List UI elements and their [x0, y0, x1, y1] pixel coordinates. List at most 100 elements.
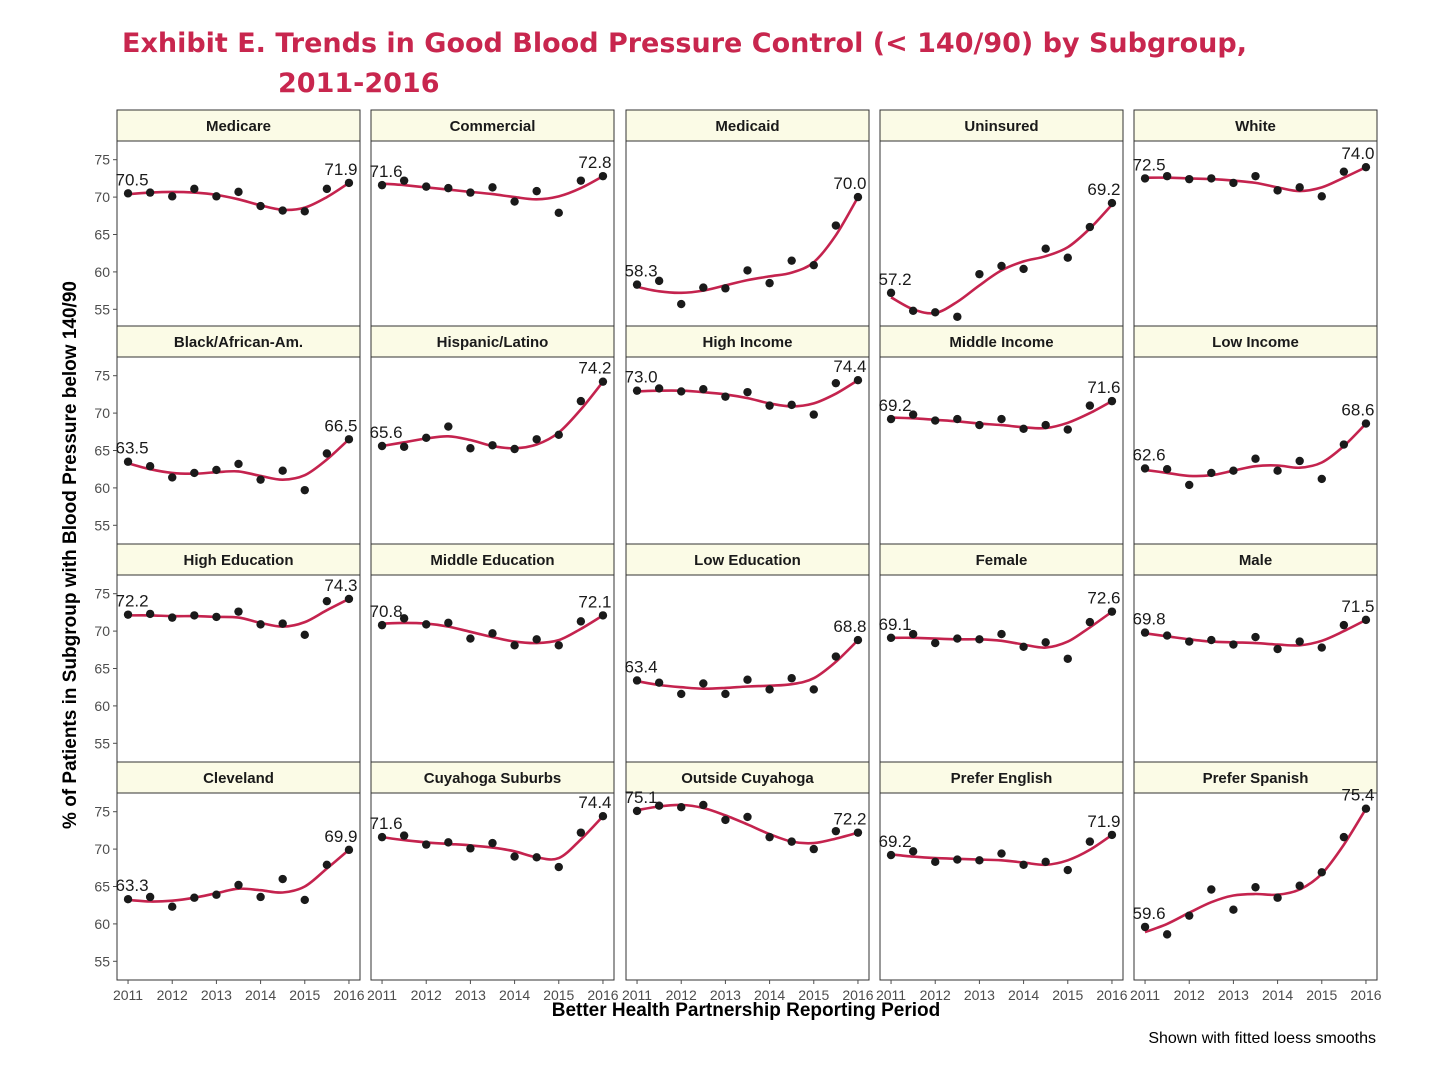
last-value-label: 72.1: [578, 592, 611, 611]
data-point: [831, 826, 841, 836]
data-point: [444, 422, 453, 431]
data-point: [1229, 178, 1238, 188]
first-value-label: 70.8: [369, 602, 402, 621]
data-point: [554, 430, 563, 439]
last-value-label: 71.9: [324, 160, 357, 179]
facet-strip: [116, 325, 361, 358]
x-tick-label: 2014: [1008, 987, 1039, 1003]
data-point: [444, 183, 453, 193]
facet-strip-label: Middle Income: [949, 334, 1053, 351]
data-point: [699, 283, 708, 292]
data-point: [278, 874, 287, 884]
chart-title: Exhibit E. Trends in Good Blood Pressure…: [122, 24, 1247, 104]
first-value-label: 62.6: [1132, 445, 1165, 464]
data-point: [853, 192, 863, 202]
data-point: [212, 890, 221, 899]
data-point: [632, 280, 642, 289]
facet-strip-label: Prefer Spanish: [1203, 770, 1309, 787]
chart-title-line1: Exhibit E. Trends in Good Blood Pressure…: [122, 28, 1247, 59]
data-point: [322, 596, 332, 606]
data-point: [256, 620, 265, 629]
facet-strip: [625, 543, 870, 576]
facet-strip: [1133, 543, 1378, 576]
data-point: [1339, 832, 1349, 842]
facet-strip-label: Middle Education: [430, 552, 554, 569]
first-value-label: 63.3: [115, 876, 148, 895]
data-point: [1107, 830, 1117, 840]
data-point: [399, 176, 409, 185]
data-point: [466, 188, 475, 197]
facet-strip: [625, 761, 870, 794]
x-tick-label: 2016: [842, 987, 873, 1003]
data-point: [1207, 174, 1216, 183]
x-tick-label: 2011: [876, 987, 906, 1003]
data-point: [123, 610, 133, 619]
first-value-label: 58.3: [624, 262, 657, 281]
facet-panel: Low Education 63.4 68.8: [624, 543, 870, 763]
data-point: [831, 378, 841, 388]
first-value-label: 70.5: [115, 170, 148, 189]
data-point: [1361, 615, 1371, 625]
first-value-label: 59.6: [1132, 904, 1165, 923]
data-point: [908, 410, 918, 419]
facet-strip: [370, 325, 615, 358]
facet-panel: Uninsured 57.2 69.2: [878, 109, 1124, 329]
data-point: [809, 260, 818, 270]
data-point: [809, 685, 818, 694]
data-point: [510, 197, 519, 206]
data-point: [908, 306, 918, 315]
data-point: [654, 678, 664, 687]
last-value-label: 68.6: [1341, 401, 1374, 420]
data-point: [787, 256, 796, 265]
data-point: [721, 284, 730, 293]
loess-smooth-line: [1144, 808, 1368, 934]
data-point: [576, 396, 586, 406]
y-tick-label: 60: [94, 480, 110, 496]
y-tick-label: 65: [94, 443, 110, 459]
data-point: [510, 444, 519, 454]
data-point: [322, 184, 332, 194]
y-tick-label: 55: [94, 735, 110, 751]
data-point: [931, 416, 940, 425]
loess-smooth-line: [127, 597, 350, 628]
data-point: [190, 184, 199, 194]
facet-strip-label: Low Education: [694, 552, 801, 569]
data-point: [399, 831, 409, 840]
data-point: [953, 414, 962, 424]
panel-border: [879, 792, 1124, 981]
loess-smooth-line: [636, 379, 859, 408]
facet-panel: Medicare 55 60 65 70 75 70.5 71.9: [94, 109, 361, 329]
last-value-label: 69.9: [324, 827, 357, 846]
data-point: [1251, 632, 1260, 642]
data-point: [1185, 911, 1194, 920]
data-point: [1207, 468, 1216, 478]
facet-strip-label: Cuyahoga Suburbs: [424, 770, 562, 787]
data-point: [234, 880, 243, 890]
data-point: [510, 641, 519, 650]
panel-border: [116, 356, 361, 545]
data-point: [1085, 617, 1095, 627]
data-point: [399, 442, 409, 451]
data-point: [1107, 396, 1117, 406]
last-value-label: 75.4: [1341, 786, 1374, 805]
x-tick-label: 2011: [113, 987, 143, 1003]
data-point: [743, 675, 752, 684]
y-tick-label: 75: [94, 586, 110, 602]
data-point: [532, 635, 541, 644]
data-point: [377, 832, 387, 842]
data-point: [598, 377, 608, 386]
last-value-label: 68.8: [833, 617, 866, 636]
loess-smooth-line: [1144, 618, 1367, 647]
data-point: [908, 629, 918, 639]
loess-smooth-line: [1144, 166, 1367, 193]
facet-panel: Low Income 62.6 68.6: [1132, 325, 1378, 545]
x-axis-title: Better Health Partnership Reporting Peri…: [552, 1000, 941, 1021]
data-point: [1317, 868, 1326, 877]
data-point: [123, 457, 133, 466]
x-tick-label: 2015: [1052, 987, 1083, 1003]
data-point: [699, 800, 708, 810]
last-value-label: 74.4: [578, 793, 611, 812]
data-point: [212, 465, 221, 475]
panel-border: [879, 356, 1124, 545]
data-point: [1273, 644, 1282, 654]
